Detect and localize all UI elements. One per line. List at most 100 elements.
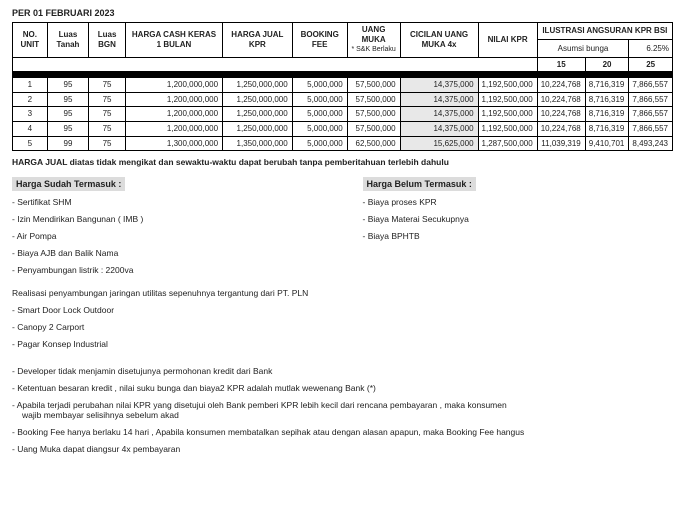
cell-a20: 8,716,319: [585, 121, 629, 136]
cell-harga-jual: 1,350,000,000: [223, 136, 293, 151]
cell-a20: 9,410,701: [585, 136, 629, 151]
date-header: PER 01 FEBRUARI 2023: [12, 8, 673, 18]
cell-nilai-kpr: 1,287,500,000: [478, 136, 537, 151]
cell-no: 1: [13, 78, 48, 93]
footer-note: Uang Muka dapat diangsur 4x pembayaran: [12, 444, 673, 454]
belum-item: Biaya proses KPR: [363, 197, 674, 207]
th-luas-tanah: Luas Tanah: [47, 23, 88, 58]
extra-item: Pagar Konsep Industrial: [12, 339, 673, 349]
th-no-unit: NO. UNIT: [13, 23, 48, 58]
belum-item: Biaya BPHTB: [363, 231, 674, 241]
cell-nilai-kpr: 1,192,500,000: [478, 107, 537, 122]
th-luas-bgn: Luas BGN: [89, 23, 126, 58]
footer-note: Booking Fee hanya berlaku 14 hari , Apab…: [12, 427, 673, 437]
cell-a15: 11,039,319: [537, 136, 585, 151]
cell-a20: 8,716,319: [585, 92, 629, 107]
disclaimer-text: HARGA JUAL diatas tidak mengikat dan sew…: [12, 157, 673, 167]
cell-luas-bgn: 75: [89, 92, 126, 107]
cell-a25: 7,866,557: [629, 121, 673, 136]
cell-a25: 8,493,243: [629, 136, 673, 151]
th-booking-fee: BOOKING FEE: [292, 23, 347, 58]
sudah-item: Izin Mendirikan Bangunan ( IMB ): [12, 214, 323, 224]
cell-luas-tanah: 95: [47, 121, 88, 136]
cell-luas-tanah: 95: [47, 107, 88, 122]
uang-muka-note: * S&K Berlaku: [351, 46, 395, 53]
sudah-item: Penyambungan listrik : 2200va: [12, 265, 323, 275]
cell-harga-cash: 1,200,000,000: [125, 121, 222, 136]
cell-harga-jual: 1,250,000,000: [223, 78, 293, 93]
cell-uang-muka: 57,500,000: [347, 121, 400, 136]
th-tenor-20: 20: [585, 57, 629, 72]
cell-booking: 5,000,000: [292, 92, 347, 107]
harga-sudah-block: Harga Sudah Termasuk : Sertifikat SHM Iz…: [12, 177, 323, 282]
cell-booking: 5,000,000: [292, 121, 347, 136]
th-tenor-25: 25: [629, 57, 673, 72]
th-bunga-pct: 6.25%: [629, 40, 673, 57]
cell-harga-jual: 1,250,000,000: [223, 107, 293, 122]
table-row: 295751,200,000,0001,250,000,0005,000,000…: [13, 92, 673, 107]
cell-cicilan: 14,375,000: [400, 107, 478, 122]
cell-a25: 7,866,557: [629, 78, 673, 93]
cell-nilai-kpr: 1,192,500,000: [478, 121, 537, 136]
cell-cicilan: 14,375,000: [400, 121, 478, 136]
cell-luas-bgn: 75: [89, 107, 126, 122]
sudah-item: Air Pompa: [12, 231, 323, 241]
price-table: NO. UNIT Luas Tanah Luas BGN HARGA CASH …: [12, 22, 673, 151]
extra-item: Canopy 2 Carport: [12, 322, 673, 332]
uang-muka-label: UANG MUKA: [362, 25, 386, 44]
belum-item: Biaya Materai Secukupnya: [363, 214, 674, 224]
sudah-item: Biaya AJB dan Balik Nama: [12, 248, 323, 258]
cell-a25: 7,866,557: [629, 107, 673, 122]
th-nilai-kpr: NILAI KPR: [478, 23, 537, 58]
cell-uang-muka: 62,500,000: [347, 136, 400, 151]
cell-no: 4: [13, 121, 48, 136]
table-row: 599751,300,000,0001,350,000,0005,000,000…: [13, 136, 673, 151]
cell-booking: 5,000,000: [292, 136, 347, 151]
table-row: 395751,200,000,0001,250,000,0005,000,000…: [13, 107, 673, 122]
cell-luas-bgn: 75: [89, 136, 126, 151]
cell-cicilan: 14,375,000: [400, 92, 478, 107]
footer-note: Ketentuan besaran kredit , nilai suku bu…: [12, 383, 673, 393]
th-harga-cash: HARGA CASH KERAS 1 BULAN: [125, 23, 222, 58]
cell-uang-muka: 57,500,000: [347, 92, 400, 107]
cell-harga-cash: 1,200,000,000: [125, 92, 222, 107]
cell-booking: 5,000,000: [292, 78, 347, 93]
cell-a25: 7,866,557: [629, 92, 673, 107]
table-row: 195751,200,000,0001,250,000,0005,000,000…: [13, 78, 673, 93]
cell-uang-muka: 57,500,000: [347, 107, 400, 122]
cell-cicilan: 15,625,000: [400, 136, 478, 151]
harga-belum-title: Harga Belum Termasuk :: [363, 177, 476, 191]
th-asumsi: Asumsi bunga: [537, 40, 629, 57]
footer-note-line2: wajib membayar selisihnya sebelum akad: [12, 410, 179, 420]
cell-uang-muka: 57,500,000: [347, 78, 400, 93]
footer-note: Developer tidak menjamin disetujunya per…: [12, 366, 673, 376]
cell-a15: 10,224,768: [537, 92, 585, 107]
cell-harga-cash: 1,200,000,000: [125, 107, 222, 122]
cell-no: 3: [13, 107, 48, 122]
cell-a15: 10,224,768: [537, 78, 585, 93]
footer-note: Apabila terjadi perubahan nilai KPR yang…: [12, 400, 673, 420]
cell-luas-tanah: 99: [47, 136, 88, 151]
cell-cicilan: 14,375,000: [400, 78, 478, 93]
th-cicilan: CICILAN UANG MUKA 4x: [400, 23, 478, 58]
th-uang-muka: UANG MUKA * S&K Berlaku: [347, 23, 400, 58]
cell-luas-bgn: 75: [89, 78, 126, 93]
cell-a20: 8,716,319: [585, 78, 629, 93]
th-ilustrasi: ILUSTRASI ANGSURAN KPR BSI: [537, 23, 672, 40]
th-harga-jual-kpr: HARGA JUAL KPR: [223, 23, 293, 58]
cell-no: 2: [13, 92, 48, 107]
cell-luas-tanah: 95: [47, 92, 88, 107]
harga-sudah-title: Harga Sudah Termasuk :: [12, 177, 125, 191]
cell-harga-jual: 1,250,000,000: [223, 121, 293, 136]
cell-harga-cash: 1,200,000,000: [125, 78, 222, 93]
cell-a15: 10,224,768: [537, 121, 585, 136]
realisasi-note: Realisasi penyambungan jaringan utilitas…: [12, 288, 673, 298]
cell-harga-jual: 1,250,000,000: [223, 92, 293, 107]
sudah-item: Sertifikat SHM: [12, 197, 323, 207]
table-row: 495751,200,000,0001,250,000,0005,000,000…: [13, 121, 673, 136]
th-tenor-15: 15: [537, 57, 585, 72]
extra-item: Smart Door Lock Outdoor: [12, 305, 673, 315]
harga-belum-block: Harga Belum Termasuk : Biaya proses KPR …: [363, 177, 674, 282]
cell-nilai-kpr: 1,192,500,000: [478, 92, 537, 107]
cell-nilai-kpr: 1,192,500,000: [478, 78, 537, 93]
